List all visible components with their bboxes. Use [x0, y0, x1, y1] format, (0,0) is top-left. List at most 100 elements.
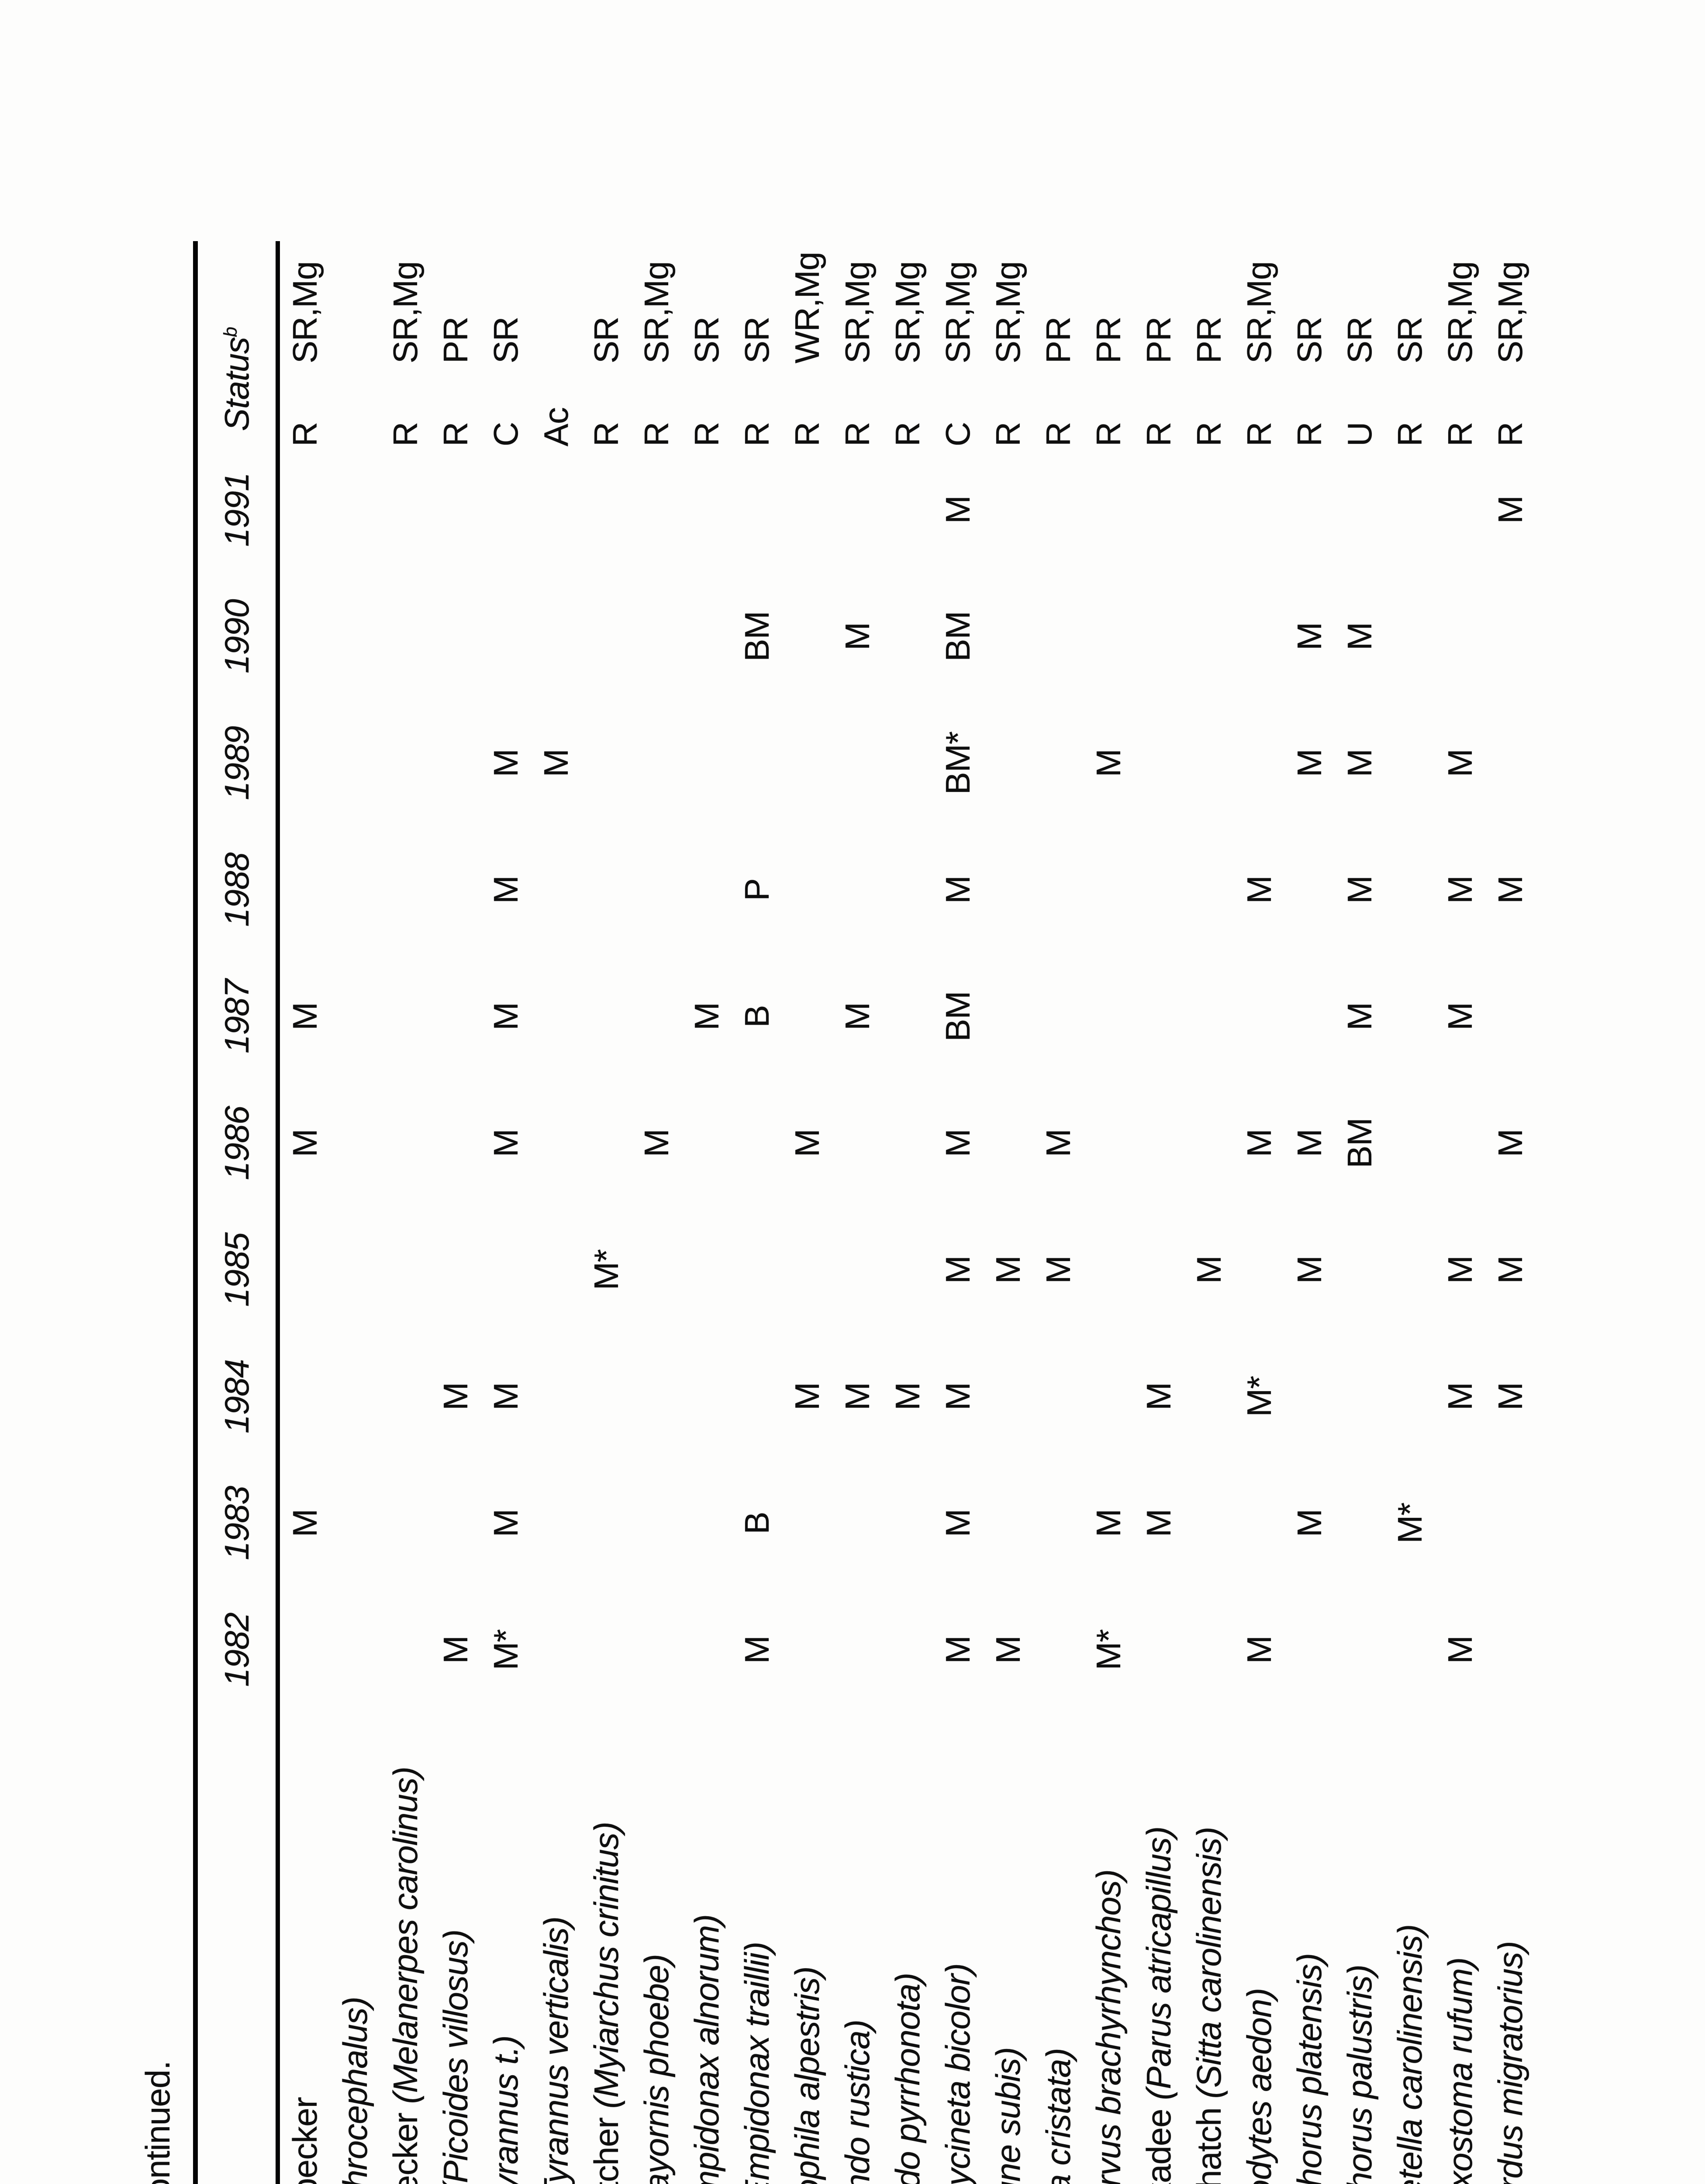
year-mark-cell — [1485, 700, 1536, 826]
species-name-cell: House wren (Troglodytes aedon) — [1234, 1713, 1284, 2184]
year-mark-cell — [632, 1206, 682, 1333]
year-mark-cell: M — [939, 876, 977, 904]
year-mark-cell: M — [487, 1002, 525, 1030]
year-mark-cell — [481, 1206, 531, 1333]
year-mark-cell: BM — [1340, 1118, 1379, 1168]
year-mark-cell: M — [788, 1382, 826, 1410]
year-mark-cell — [380, 700, 431, 826]
species-common-name: Red-headed woodpecker — [286, 2097, 324, 2184]
year-mark-cell: BM — [939, 611, 977, 662]
year-mark-cell — [1385, 953, 1435, 1080]
year-mark-cell — [782, 700, 832, 826]
year-mark-cell: M — [436, 1382, 475, 1410]
year-mark-cell — [682, 446, 732, 573]
species-column-header: Species — [195, 1713, 278, 2184]
status-abundance-cell: R — [1441, 422, 1479, 446]
year-mark-cell — [531, 1080, 581, 1206]
status-season-cell: SR,Mg — [939, 261, 977, 363]
year-mark-cell — [531, 1333, 581, 1460]
year-mark-cell: M — [286, 1129, 324, 1157]
year-mark-cell — [682, 573, 732, 700]
year-mark-cell — [380, 1080, 431, 1206]
year-mark-cell — [782, 1586, 832, 1713]
year-mark-cell: M — [436, 1636, 475, 1664]
year-mark-cell: M — [1290, 1129, 1329, 1157]
year-mark-cell — [983, 446, 1033, 573]
species-status-table: Species 19821983198419851986198719881989… — [193, 241, 1536, 2184]
year-mark-cell: M — [1240, 1129, 1278, 1157]
species-name-cell: Alder flycatcher (Empidonax alnorum) — [682, 1713, 732, 2184]
species-common-name: Black-capped chickadee — [1139, 2109, 1178, 2184]
year-mark-cell: M — [1441, 1382, 1479, 1410]
year-mark-cell — [1385, 446, 1435, 573]
species-name-cell: Black-capped chickadee (Parus atricapill… — [1134, 1713, 1184, 2184]
year-mark-cell — [431, 826, 481, 953]
year-mark-cell: M* — [1089, 1629, 1128, 1670]
year-mark-cell: M — [687, 1002, 726, 1030]
year-mark-cell — [1385, 1333, 1435, 1460]
year-mark-cell — [782, 446, 832, 573]
year-column-header: 1989 — [195, 700, 278, 826]
species-common-name: Red-bellied woodpecker — [386, 2113, 425, 2184]
year-mark-cell — [1335, 1333, 1385, 1460]
year-mark-cell — [1284, 1333, 1335, 1460]
status-season-cell: SR — [738, 317, 776, 363]
year-mark-cell: M — [487, 1509, 525, 1537]
species-row: Blue jay (Cyanocitta cristata) M M R PR — [1033, 241, 1084, 2184]
year-mark-cell — [1485, 573, 1536, 700]
year-mark-cell — [380, 1206, 431, 1333]
year-mark-cell: M — [738, 1636, 776, 1664]
species-binomial: (Hirundo pyrrhonota) — [888, 1973, 927, 2184]
rotated-table-area: Table 2, continued. Species 198219831984… — [122, 241, 1555, 2184]
year-mark-cell: M — [487, 749, 525, 777]
year-mark-cell — [1033, 1586, 1084, 1713]
year-mark-cell — [832, 446, 883, 573]
year-mark-cell: M* — [487, 1629, 525, 1670]
year-mark-cell — [380, 953, 431, 1080]
year-mark-cell: M — [939, 1129, 977, 1157]
species-binomial: (Sitta carolinensis) — [1190, 1827, 1228, 2099]
status-abundance-cell: R — [989, 422, 1027, 446]
year-mark-cell — [581, 1586, 632, 1713]
species-row: Brown thrasher (Toxostoma rufum) M M M M M M R S… — [1435, 241, 1485, 2184]
year-mark-cell: M — [286, 1002, 324, 1030]
year-mark-cell — [581, 953, 632, 1080]
year-mark-cell — [1134, 1586, 1184, 1713]
year-mark-cell: M — [1290, 1509, 1329, 1537]
year-mark-cell: M — [1089, 749, 1128, 777]
species-binomial: (Sayornis phoebe) — [637, 1954, 676, 2184]
year-mark-cell: M* — [1240, 1376, 1278, 1417]
status-season-cell — [330, 241, 380, 363]
species-name-cell: Purple martin (Progne subis) — [983, 1713, 1033, 2184]
year-mark-cell — [531, 953, 581, 1080]
year-mark-cell — [682, 1206, 732, 1333]
year-mark-cell — [632, 700, 682, 826]
year-mark-cell — [330, 953, 380, 1080]
year-mark-cell — [732, 1080, 782, 1206]
year-mark-cell — [380, 1586, 431, 1713]
year-mark-cell — [682, 826, 732, 953]
status-abundance-cell — [330, 363, 380, 446]
year-mark-cell — [1435, 1080, 1485, 1206]
year-mark-cell — [632, 446, 682, 573]
year-mark-cell — [682, 1460, 732, 1586]
year-mark-cell — [782, 953, 832, 1080]
year-mark-cell — [1084, 826, 1134, 953]
status-abundance-cell: R — [1139, 422, 1178, 446]
year-mark-cell — [1184, 700, 1234, 826]
year-mark-cell: M — [989, 1256, 1027, 1284]
year-mark-cell — [1084, 953, 1134, 1080]
year-mark-cell — [1033, 826, 1084, 953]
status-abundance-cell: U — [1340, 422, 1379, 446]
year-mark-cell — [983, 953, 1033, 1080]
year-mark-cell — [1134, 700, 1184, 826]
year-mark-cell — [1485, 1460, 1536, 1586]
year-mark-cell: M — [1039, 1129, 1077, 1157]
species-binomial: (Hirundo rustica) — [838, 2020, 877, 2184]
year-mark-cell — [832, 700, 883, 826]
year-mark-cell — [380, 573, 431, 700]
year-mark-cell — [531, 446, 581, 573]
year-mark-cell — [431, 1460, 481, 1586]
year-mark-cell — [431, 700, 481, 826]
status-abundance-cell: R — [838, 422, 877, 446]
